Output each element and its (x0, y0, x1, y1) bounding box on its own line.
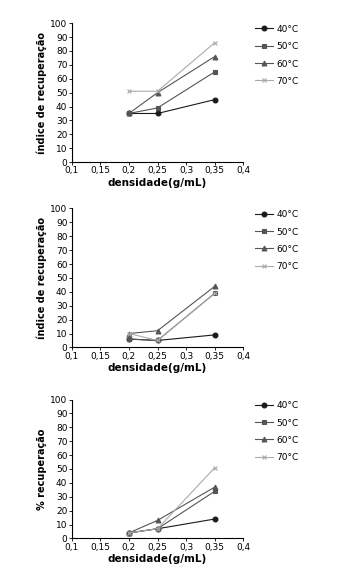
70°C (127, 330, 131, 337)
Line: 40°C: 40°C (126, 332, 217, 343)
Y-axis label: índice de recuperação: índice de recuperação (37, 217, 47, 339)
50°C (213, 488, 217, 494)
60°C (155, 517, 160, 524)
Y-axis label: índice de recuperação: índice de recuperação (37, 32, 47, 153)
X-axis label: densidade(g/mL): densidade(g/mL) (108, 364, 207, 373)
70°C (213, 464, 217, 471)
Line: 70°C: 70°C (126, 465, 217, 536)
Line: 60°C: 60°C (126, 485, 217, 536)
Line: 40°C: 40°C (126, 516, 217, 536)
60°C (155, 327, 160, 334)
40°C (213, 515, 217, 522)
40°C (155, 110, 160, 117)
50°C (127, 110, 131, 117)
Line: 40°C: 40°C (126, 97, 217, 116)
Y-axis label: % recuperação: % recuperação (37, 428, 47, 510)
Legend: 40°C, 50°C, 60°C, 70°C: 40°C, 50°C, 60°C, 70°C (255, 401, 299, 462)
40°C (127, 110, 131, 117)
60°C (213, 483, 217, 490)
70°C (127, 529, 131, 536)
Line: 50°C: 50°C (126, 291, 217, 343)
40°C (155, 525, 160, 532)
Line: 60°C: 60°C (126, 284, 217, 336)
50°C (155, 104, 160, 111)
Line: 70°C: 70°C (126, 291, 217, 343)
X-axis label: densidade(g/mL): densidade(g/mL) (108, 555, 207, 565)
50°C (155, 525, 160, 532)
Legend: 40°C, 50°C, 60°C, 70°C: 40°C, 50°C, 60°C, 70°C (255, 25, 299, 86)
70°C (155, 525, 160, 532)
60°C (213, 53, 217, 60)
40°C (213, 96, 217, 103)
50°C (213, 290, 217, 296)
Line: 60°C: 60°C (126, 54, 217, 116)
Legend: 40°C, 50°C, 60°C, 70°C: 40°C, 50°C, 60°C, 70°C (255, 210, 299, 271)
60°C (155, 89, 160, 96)
X-axis label: densidade(g/mL): densidade(g/mL) (108, 178, 207, 188)
70°C (155, 88, 160, 95)
60°C (127, 110, 131, 117)
50°C (127, 529, 131, 536)
Line: 50°C: 50°C (126, 69, 217, 116)
40°C (155, 337, 160, 344)
Line: 70°C: 70°C (126, 40, 217, 94)
40°C (127, 529, 131, 536)
70°C (213, 39, 217, 46)
70°C (155, 337, 160, 344)
Line: 50°C: 50°C (126, 489, 217, 536)
50°C (127, 336, 131, 343)
50°C (155, 337, 160, 344)
70°C (213, 290, 217, 296)
70°C (127, 88, 131, 95)
40°C (127, 336, 131, 343)
60°C (213, 283, 217, 290)
40°C (213, 331, 217, 338)
60°C (127, 529, 131, 536)
50°C (213, 68, 217, 75)
60°C (127, 330, 131, 337)
